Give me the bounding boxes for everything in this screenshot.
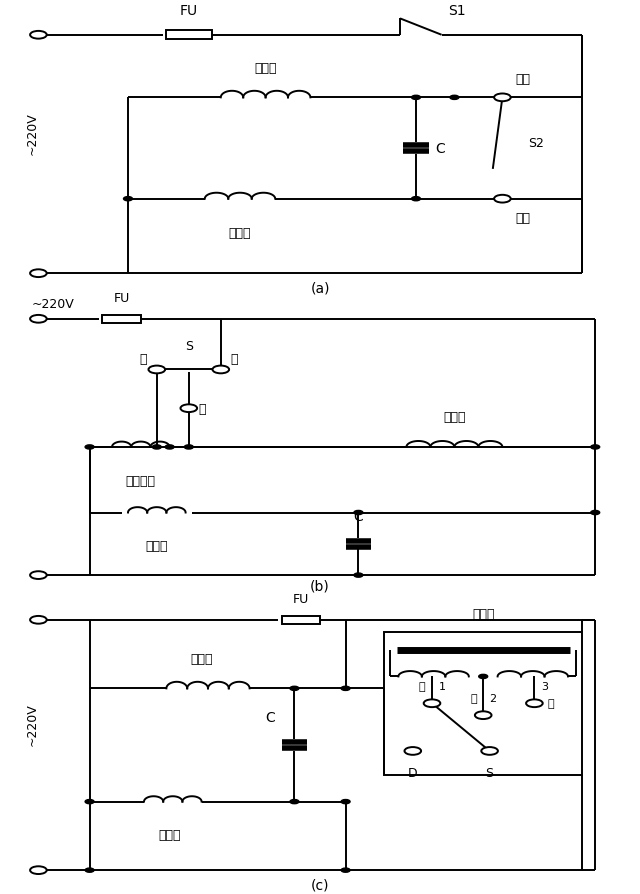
Text: ~220V: ~220V [32,298,75,310]
Text: 电抗器: 电抗器 [472,607,495,620]
Text: 反转: 反转 [515,211,530,224]
Bar [282,616,320,624]
Text: 低: 低 [140,352,147,366]
Text: S: S [486,766,493,779]
Circle shape [184,445,193,450]
Text: (a): (a) [310,281,330,295]
Text: 主绕组: 主绕组 [254,62,277,74]
Text: C: C [435,142,445,156]
Circle shape [412,97,420,100]
Circle shape [354,510,363,515]
Text: 副绕组: 副绕组 [228,226,252,240]
Text: 主绕组: 主绕组 [190,652,213,665]
Circle shape [354,573,363,578]
Circle shape [494,196,511,203]
Text: 主绕组: 主绕组 [443,410,466,424]
Bar [166,31,212,40]
Text: FU: FU [292,592,309,605]
Text: S: S [185,339,193,352]
Text: 高: 高 [419,681,426,692]
Circle shape [412,198,420,201]
Text: 3: 3 [541,681,548,692]
Circle shape [481,747,498,755]
Text: 中: 中 [198,402,206,415]
Text: S2: S2 [528,137,544,149]
Text: (c): (c) [311,877,329,891]
Text: 低: 低 [547,698,554,708]
Circle shape [526,700,543,707]
Text: C: C [353,510,364,523]
Circle shape [85,799,94,804]
Text: ~220V: ~220V [26,112,38,155]
Circle shape [148,367,165,374]
Circle shape [165,445,174,450]
Text: D: D [408,766,418,779]
Circle shape [30,270,47,278]
Text: FU: FU [180,4,198,18]
Circle shape [30,316,47,324]
Circle shape [591,510,600,515]
Text: C: C [266,711,275,724]
Circle shape [152,445,161,450]
Circle shape [212,367,229,374]
Circle shape [404,747,421,755]
Circle shape [85,445,94,450]
Text: FU: FU [113,291,130,305]
Circle shape [30,571,47,579]
Bar [102,316,141,324]
Circle shape [290,687,299,691]
Text: 1: 1 [438,681,445,692]
Text: S1: S1 [448,4,466,18]
Text: 副绕组: 副绕组 [145,540,168,552]
Circle shape [290,799,299,804]
Circle shape [341,687,350,691]
Circle shape [30,616,47,624]
Circle shape [180,405,197,413]
Circle shape [475,712,492,720]
Circle shape [341,799,350,804]
Bar [384,632,582,775]
Text: 正转: 正转 [515,73,530,87]
Circle shape [494,95,511,102]
Text: 中: 中 [470,694,477,704]
Circle shape [30,866,47,874]
Circle shape [591,445,600,450]
Circle shape [85,868,94,873]
Text: ~220V: ~220V [26,703,38,746]
Circle shape [341,868,350,873]
Text: 辅助绕组: 辅助绕组 [126,474,156,487]
Text: 高: 高 [230,352,238,366]
Text: 2: 2 [490,694,497,704]
Circle shape [124,198,132,201]
Circle shape [450,97,459,100]
Circle shape [424,700,440,707]
Circle shape [30,32,47,39]
Text: (b): (b) [310,579,330,594]
Text: 副绕组: 副绕组 [158,829,181,841]
Circle shape [479,675,488,679]
